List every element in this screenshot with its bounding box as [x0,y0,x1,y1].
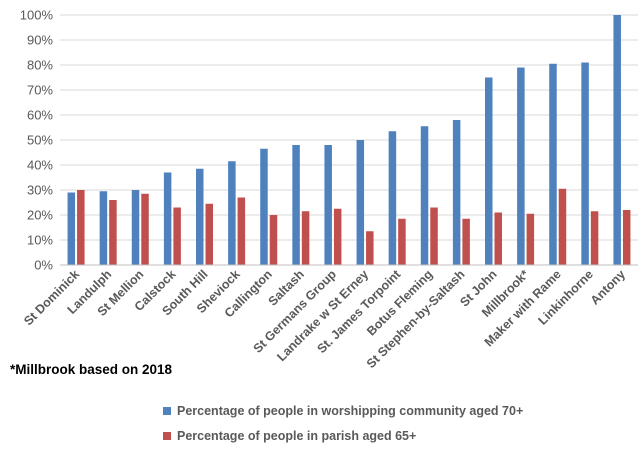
bar-parish-65 [109,200,117,265]
legend-label-worshipping-70: Percentage of people in worshipping comm… [177,404,523,418]
bar-parish-65 [494,212,502,265]
bar-parish-65 [269,215,278,265]
y-tick-label: 0% [34,258,53,273]
bar-worshipping-70 [260,148,268,265]
gridlines [60,14,638,241]
bar-parish-65 [430,207,438,265]
bar-parish-65 [333,208,342,265]
y-tick-label: 90% [27,33,53,48]
bar-parish-65 [141,193,149,265]
y-tick-label: 40% [27,158,53,173]
legend-swatch-worshipping-70 [163,407,171,415]
bar-worshipping-70 [420,126,429,265]
category-label: Antony [588,267,628,307]
legend-label-parish-65: Percentage of people in parish aged 65+ [177,429,416,443]
y-tick-label: 60% [27,108,53,123]
bar-parish-65 [398,218,406,265]
bar-worshipping-70 [581,62,589,265]
bar-worshipping-70 [324,145,332,265]
bar-worshipping-70 [228,161,236,265]
y-tick-label: 10% [27,233,53,248]
y-tick-label: 70% [27,83,53,98]
bar-worshipping-70 [485,77,493,265]
bar-worshipping-70 [163,172,172,265]
y-axis-ticks: 0% 10% 20% 30% 40% 50% 60% 70% 80% 90% 100% [20,8,54,273]
bar-parish-65 [462,218,470,265]
bar-worshipping-70 [67,192,76,265]
bar-parish-65 [558,188,567,265]
y-tick-label: 80% [27,58,53,73]
bar-parish-65 [205,203,213,265]
bar-worshipping-70 [131,190,140,265]
legend: Percentage of people in worshipping comm… [163,404,523,443]
bar-parish-65 [301,211,310,265]
y-tick-label: 100% [20,8,54,23]
legend-swatch-parish-65 [163,432,171,440]
chart-note: *Millbrook based on 2018 [10,362,173,377]
bar-worshipping-70 [292,145,300,265]
bar-parish-65 [622,210,631,265]
bar-parish-65 [173,207,181,265]
bar-worshipping-70 [517,67,525,265]
bar-parish-65 [77,190,85,265]
bar-worshipping-70 [452,120,461,265]
y-tick-label: 20% [27,208,53,223]
bar-worshipping-70 [99,191,108,265]
y-tick-label: 50% [27,133,53,148]
bar-worshipping-70 [549,63,557,265]
y-tick-label: 30% [27,183,53,198]
bar-worshipping-70 [388,131,397,265]
bar-worshipping-70 [196,168,204,265]
bar-parish-65 [237,197,246,265]
bar-worshipping-70 [613,15,621,265]
bar-parish-65 [526,213,535,265]
bar-parish-65 [590,211,599,265]
bar-parish-65 [366,231,374,265]
bars [67,15,631,265]
bar-worshipping-70 [356,140,365,265]
